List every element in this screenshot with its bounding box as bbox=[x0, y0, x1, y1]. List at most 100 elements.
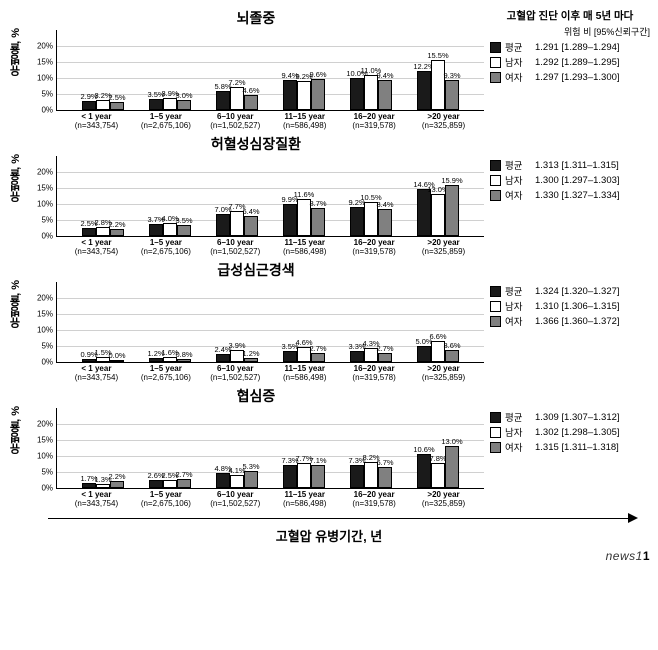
bar-value-label: 2.7% bbox=[376, 344, 393, 353]
y-ticks: 0%5%10%15%20% bbox=[29, 30, 55, 110]
y-tick-label: 15% bbox=[37, 436, 53, 445]
legend-row: 평균1.313 [1.311–1.315] bbox=[490, 158, 650, 172]
legend-row: 남자 1.292 [1.289–1.295] bbox=[490, 55, 650, 69]
bar-group: 1.2%1.6%0.8% bbox=[149, 357, 191, 362]
x-label-range: 11–15 year bbox=[276, 364, 334, 373]
x-label: 1–5 year(n=2,675,106) bbox=[137, 490, 195, 508]
legend-row: 평균1.291 [1.289–1.294] bbox=[490, 40, 650, 54]
bar-value-label: 11.6% bbox=[294, 190, 315, 199]
bar-group: 7.3%7.7%7.1% bbox=[283, 463, 325, 488]
x-label-n: (n=343,754) bbox=[67, 373, 125, 382]
x-label-range: 16–20 year bbox=[345, 490, 403, 499]
bar-group: 10.0%11.0%9.4% bbox=[350, 75, 392, 110]
chart-wrap: 허혈성심장질환0%5%10%15%20%2.5%2.8%2.2%3.7%4.0%… bbox=[28, 134, 484, 256]
bar-group: 2.5%2.8%2.2% bbox=[82, 227, 124, 236]
bar-groups: 2.9%3.2%2.5%3.5%3.9%3.0%5.8%7.2%4.6%9.4%… bbox=[57, 30, 484, 110]
x-label-n: (n=319,578) bbox=[345, 373, 403, 382]
x-label: 6–10 year(n=1,502,527) bbox=[206, 364, 264, 382]
x-label: 11–15 year(n=586,498) bbox=[276, 364, 334, 382]
x-label-n: (n=1,502,527) bbox=[206, 121, 264, 130]
x-label-n: (n=586,498) bbox=[276, 499, 334, 508]
x-label: 16–20 year(n=319,578) bbox=[345, 238, 403, 256]
y-tick-label: 20% bbox=[37, 42, 53, 51]
y-tick-label: 5% bbox=[41, 216, 53, 225]
legend-value: 1.315 [1.311–1.318] bbox=[535, 442, 619, 453]
bar-female: 2.7% bbox=[311, 353, 325, 362]
bar-male: 1.3% bbox=[96, 484, 110, 488]
bar-mean: 4.8% bbox=[216, 473, 230, 488]
bar-value-label: 0.8% bbox=[175, 350, 192, 359]
bar-value-label: 9.6% bbox=[309, 70, 326, 79]
bar-value-label: 10.6% bbox=[413, 445, 434, 454]
x-label-n: (n=319,578) bbox=[345, 247, 403, 256]
bar-mean: 1.2% bbox=[149, 358, 163, 362]
x-label-n: (n=343,754) bbox=[67, 247, 125, 256]
bar-male: 9.2% bbox=[297, 81, 311, 110]
bar-female: 6.7% bbox=[378, 467, 392, 488]
x-label: >20 year(n=325,859) bbox=[415, 238, 473, 256]
x-label-range: >20 year bbox=[415, 490, 473, 499]
bar-mean: 3.3% bbox=[350, 351, 364, 362]
x-label-range: 1–5 year bbox=[137, 112, 195, 121]
bar-value-label: 6.7% bbox=[376, 458, 393, 467]
bar-male: 4.1% bbox=[230, 475, 244, 488]
bar-female: 9.4% bbox=[378, 80, 392, 110]
chart-panel: 유병율, %허혈성심장질환0%5%10%15%20%2.5%2.8%2.2%3.… bbox=[8, 134, 650, 256]
x-label-range: < 1 year bbox=[67, 490, 125, 499]
bar-group: 3.5%4.6%2.7% bbox=[283, 347, 325, 362]
x-label-range: >20 year bbox=[415, 238, 473, 247]
chart-title: 뇌졸중 bbox=[28, 8, 484, 28]
bar-value-label: 6.4% bbox=[242, 207, 259, 216]
x-label-range: 11–15 year bbox=[276, 490, 334, 499]
bar-male: 2.5% bbox=[163, 480, 177, 488]
bar-female: 13.0% bbox=[445, 446, 459, 488]
bar-value-label: 3.9% bbox=[228, 341, 245, 350]
bar-female: 0.0% bbox=[110, 360, 124, 362]
legend-label: 여자 bbox=[505, 70, 531, 84]
x-label-range: 6–10 year bbox=[206, 490, 264, 499]
bar-group: 4.8%4.1%5.3% bbox=[216, 471, 258, 488]
bar-value-label: 7.8% bbox=[429, 454, 446, 463]
bar-group: 5.8%7.2%4.6% bbox=[216, 87, 258, 110]
bar-value-label: 6.6% bbox=[429, 332, 446, 341]
x-label: < 1 year(n=343,754) bbox=[67, 238, 125, 256]
legend-swatch-male bbox=[490, 301, 501, 312]
legend-label: 남자 bbox=[505, 55, 531, 69]
x-label-range: >20 year bbox=[415, 112, 473, 121]
legend-row: 여자1.366 [1.360–1.372] bbox=[490, 314, 650, 328]
chart-title: 협심증 bbox=[28, 386, 484, 406]
bar-mean: 2.4% bbox=[216, 354, 230, 362]
chart-panel: 유병율, %협심증0%5%10%15%20%1.7%1.3%2.2%2.6%2.… bbox=[8, 386, 650, 508]
y-ticks: 0%5%10%15%20% bbox=[29, 282, 55, 362]
bar-group: 0.9%1.5%0.0% bbox=[82, 357, 124, 362]
bar-value-label: 1.2% bbox=[242, 349, 259, 358]
plot-area: 0%5%10%15%20%2.5%2.8%2.2%3.7%4.0%3.5%7.0… bbox=[56, 156, 484, 237]
bar-group: 7.3%8.2%6.7% bbox=[350, 462, 392, 488]
bar-female: 3.5% bbox=[177, 225, 191, 236]
bar-female: 3.6% bbox=[445, 350, 459, 362]
legend-value: 1.300 [1.297–1.303] bbox=[535, 175, 620, 186]
bar-value-label: 8.7% bbox=[309, 199, 326, 208]
bar-female: 1.2% bbox=[244, 358, 258, 362]
bar-value-label: 7.1% bbox=[309, 456, 326, 465]
x-label-n: (n=2,675,106) bbox=[137, 121, 195, 130]
y-tick-label: 0% bbox=[41, 106, 53, 115]
x-label: >20 year(n=325,859) bbox=[415, 490, 473, 508]
legend: 고혈압 진단 이후 매 5년 마다위험 비 [95%신뢰구간]평균1.291 [… bbox=[490, 8, 650, 85]
y-axis-label: 유병율, % bbox=[8, 28, 24, 77]
y-tick-label: 0% bbox=[41, 232, 53, 241]
x-label: 1–5 year(n=2,675,106) bbox=[137, 112, 195, 130]
legend-value: 1.292 [1.289–1.295] bbox=[535, 57, 620, 68]
chart-panel: 유병율, %급성심근경색0%5%10%15%20%0.9%1.5%0.0%1.2… bbox=[8, 260, 650, 382]
bar-female: 15.9% bbox=[445, 185, 459, 236]
x-label-range: 6–10 year bbox=[206, 238, 264, 247]
bar-group: 3.3%4.3%2.7% bbox=[350, 348, 392, 362]
x-axis-arrow bbox=[48, 512, 650, 524]
bar-mean: 2.9% bbox=[82, 101, 96, 110]
x-label-range: 1–5 year bbox=[137, 490, 195, 499]
bar-mean: 2.5% bbox=[82, 228, 96, 236]
x-label-n: (n=2,675,106) bbox=[137, 247, 195, 256]
legend-row: 여자1.315 [1.311–1.318] bbox=[490, 440, 650, 454]
x-labels: < 1 year(n=343,754)1–5 year(n=2,675,106)… bbox=[56, 490, 484, 508]
bar-female: 2.5% bbox=[110, 102, 124, 110]
